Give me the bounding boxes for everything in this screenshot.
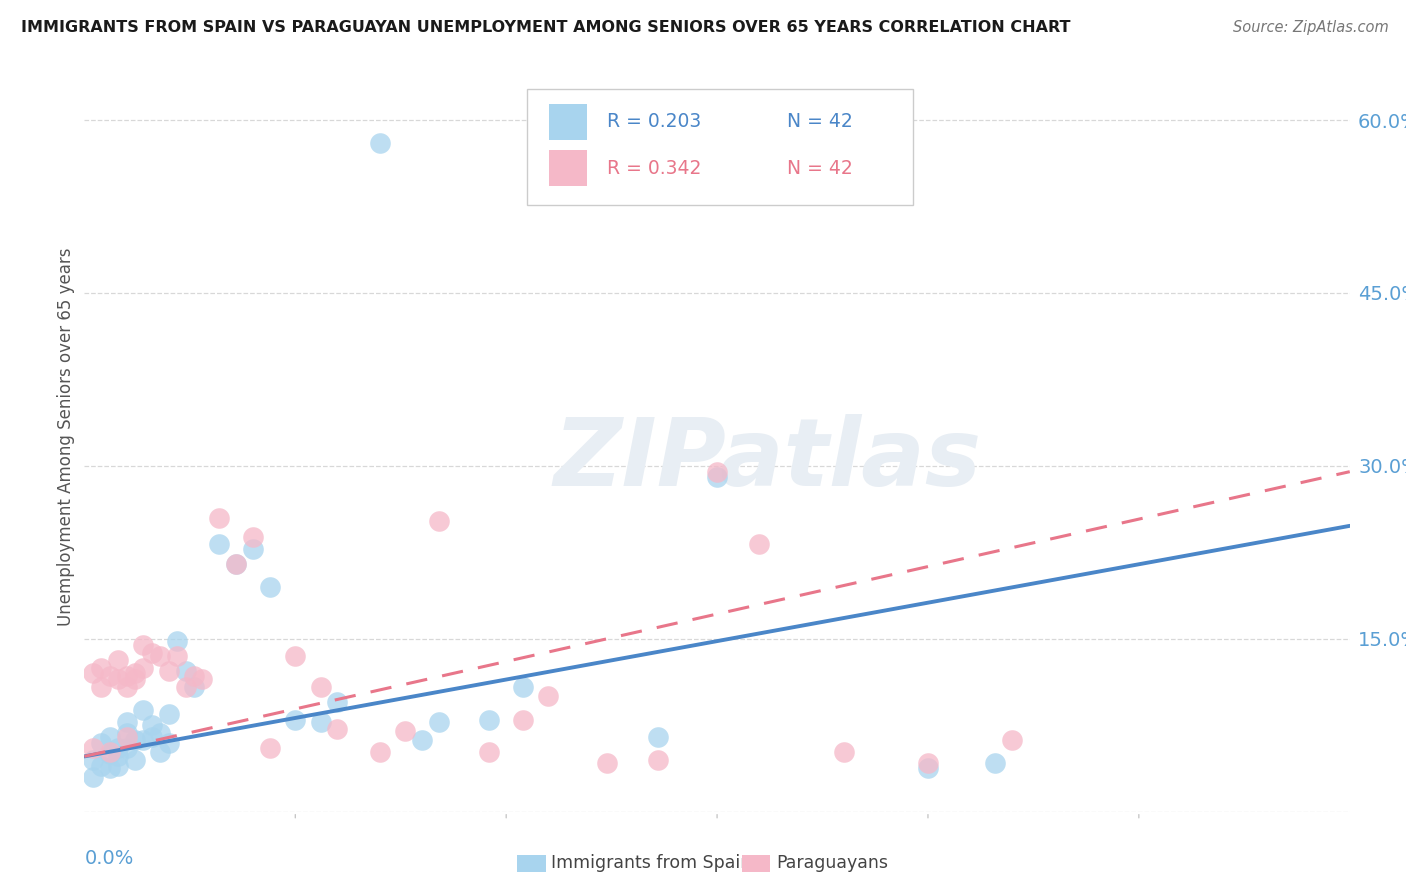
Point (157, 735, 180, 749)
Point (183, 680, 205, 694)
Point (326, 722, 349, 736)
Point (191, 672, 214, 686)
Text: N = 42: N = 42 (787, 112, 852, 131)
Point (149, 726, 172, 740)
Point (368, 745, 391, 759)
Point (309, 714, 332, 729)
Point (225, 557, 247, 571)
Point (208, 537, 231, 551)
Point (1001, 733, 1024, 747)
Point (917, 761, 939, 775)
Point (107, 652, 129, 666)
Point (115, 669, 138, 683)
Text: N = 42: N = 42 (787, 159, 852, 178)
Point (647, 753, 669, 767)
Point (174, 664, 197, 678)
Point (132, 638, 155, 652)
Point (90, 680, 112, 694)
Point (706, 470, 728, 484)
Point (242, 530, 264, 544)
Point (115, 730, 138, 744)
Point (149, 745, 172, 759)
Point (166, 634, 188, 648)
Text: IMMIGRANTS FROM SPAIN VS PARAGUAYAN UNEMPLOYMENT AMONG SENIORS OVER 65 YEARS COR: IMMIGRANTS FROM SPAIN VS PARAGUAYAN UNEM… (21, 20, 1070, 35)
Point (394, 724, 416, 739)
Point (115, 714, 138, 729)
Point (141, 730, 163, 744)
Point (82, 770, 104, 784)
Point (183, 669, 205, 683)
Point (427, 514, 450, 528)
Point (984, 756, 1007, 771)
Point (284, 649, 307, 664)
Point (706, 465, 728, 479)
Point (107, 672, 129, 686)
Text: ZIPatlas: ZIPatlas (554, 414, 981, 506)
Text: 0.0%: 0.0% (84, 849, 134, 868)
Point (124, 666, 146, 681)
Point (141, 718, 163, 732)
Point (124, 753, 146, 767)
Point (208, 510, 231, 524)
Point (174, 680, 197, 694)
Point (124, 733, 146, 747)
Point (157, 706, 180, 721)
Point (107, 741, 129, 756)
Point (596, 756, 619, 771)
Text: Paraguayans: Paraguayans (776, 855, 889, 872)
Point (132, 703, 155, 717)
Point (512, 713, 534, 727)
Text: Immigrants from Spain: Immigrants from Spain (551, 855, 751, 872)
Point (166, 649, 188, 664)
Point (141, 646, 163, 660)
Point (259, 580, 281, 594)
Point (149, 649, 172, 664)
FancyBboxPatch shape (527, 88, 914, 205)
Point (284, 713, 307, 727)
Point (225, 557, 247, 571)
Point (411, 733, 433, 747)
Point (107, 749, 129, 764)
Text: Source: ZipAtlas.com: Source: ZipAtlas.com (1233, 20, 1389, 35)
Point (82, 741, 104, 756)
Point (242, 541, 264, 556)
Point (90, 660, 112, 674)
Point (326, 695, 349, 709)
Point (478, 713, 501, 727)
Point (107, 758, 129, 772)
Point (98, 730, 121, 744)
Bar (548, 150, 586, 186)
Point (748, 537, 770, 551)
Point (647, 730, 669, 744)
Point (132, 733, 155, 747)
Point (82, 666, 104, 681)
Point (259, 741, 281, 756)
Point (917, 756, 939, 771)
Point (82, 753, 104, 767)
Bar (548, 103, 586, 140)
Point (132, 660, 155, 674)
Point (90, 735, 112, 749)
Text: R = 0.342: R = 0.342 (607, 159, 702, 178)
Point (368, 136, 391, 150)
Point (309, 680, 332, 694)
Point (427, 714, 450, 729)
Point (478, 745, 501, 759)
Text: R = 0.203: R = 0.203 (607, 112, 702, 131)
Point (98, 747, 121, 761)
Point (115, 726, 138, 740)
Point (98, 669, 121, 683)
Point (512, 680, 534, 694)
Point (124, 672, 146, 686)
Point (157, 664, 180, 678)
Point (98, 745, 121, 759)
Point (832, 745, 855, 759)
Point (115, 680, 138, 694)
Point (90, 758, 112, 772)
Y-axis label: Unemployment Among Seniors over 65 years: Unemployment Among Seniors over 65 years (56, 248, 75, 626)
Point (537, 690, 560, 704)
Point (115, 741, 138, 756)
Point (98, 761, 121, 775)
